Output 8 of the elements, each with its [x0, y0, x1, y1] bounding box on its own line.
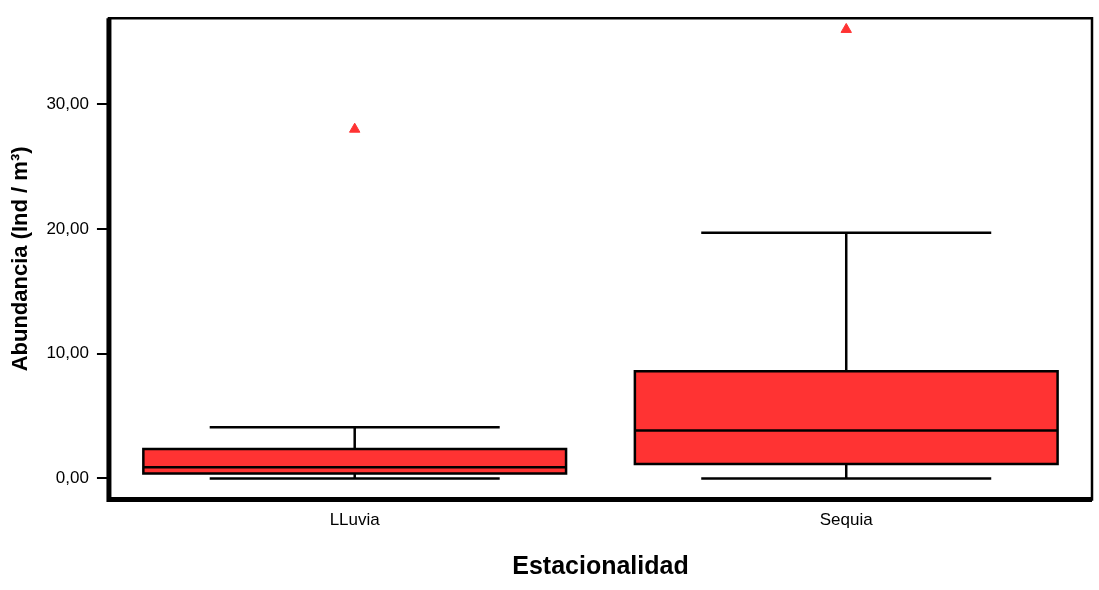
y-tick-label: 30,00	[46, 93, 89, 113]
y-tick-label: 20,00	[46, 218, 89, 238]
y-tick-label: 10,00	[46, 343, 89, 363]
x-tick-label: LLuvia	[329, 510, 381, 530]
x-axis-title: Estacionalidad	[512, 550, 689, 579]
x-tick-label: Sequia	[819, 510, 874, 530]
y-axis-title: Abundancia (Ind / m³)	[7, 146, 33, 372]
y-tick-label: 0,00	[55, 468, 89, 488]
